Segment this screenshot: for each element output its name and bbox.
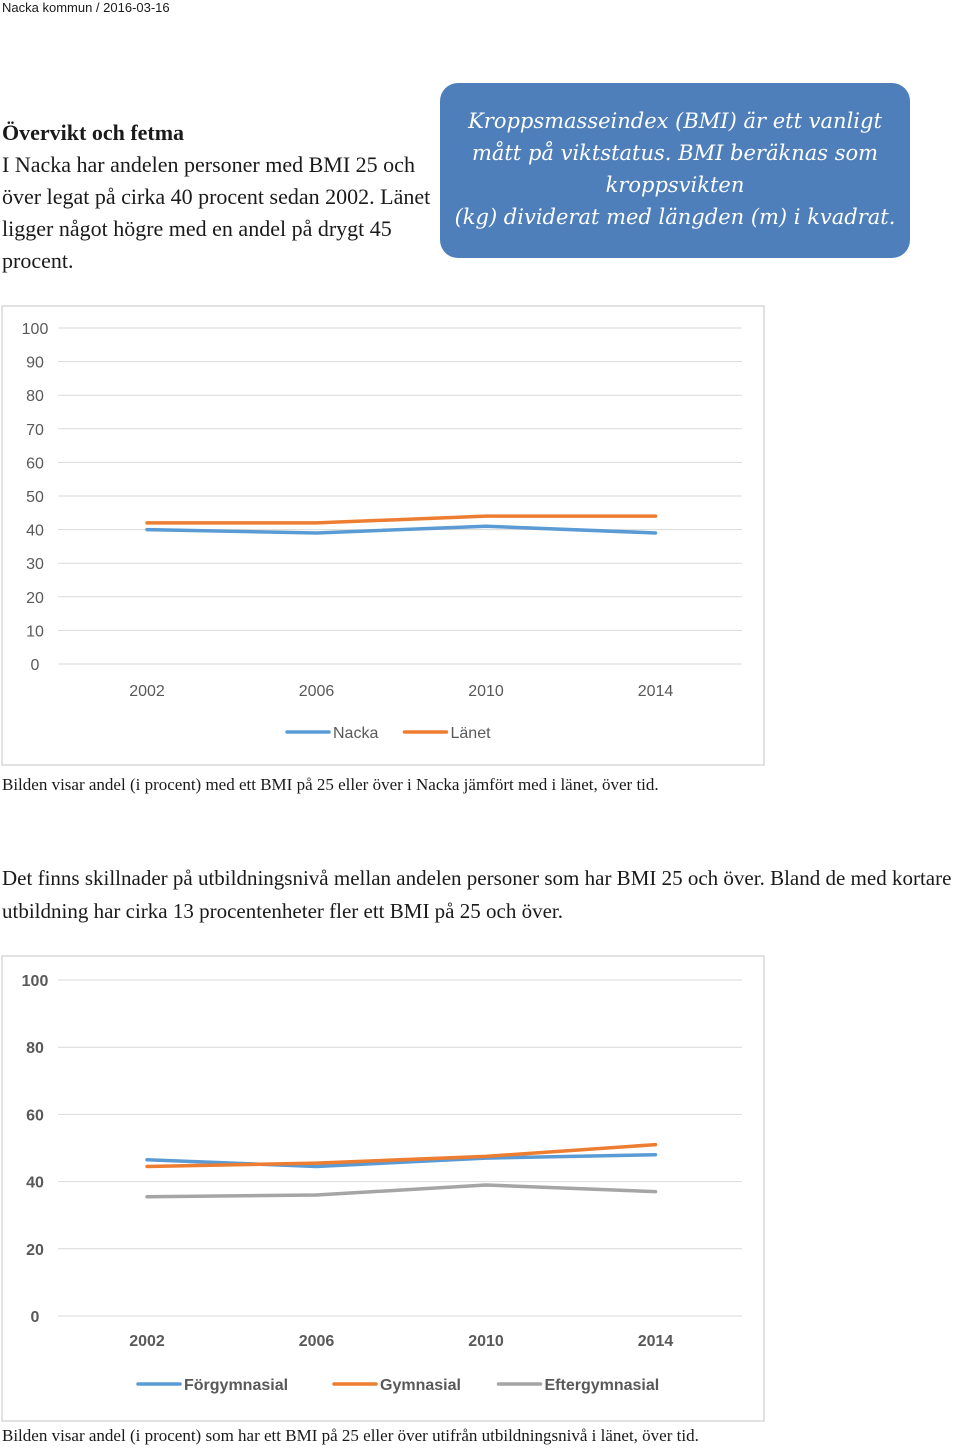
x-tick-label: 2014 — [638, 1333, 674, 1350]
y-tick-label: 100 — [22, 973, 49, 990]
y-tick-label: 90 — [26, 355, 44, 372]
bmi-info-box: Kroppsmasseindex (BMI) är ett vanligt må… — [440, 83, 910, 258]
y-tick-label: 0 — [31, 1309, 40, 1326]
info-line-1: Kroppsmasseindex (BMI) är ett vanligt — [468, 109, 882, 133]
y-tick-label: 80 — [26, 388, 44, 405]
y-tick-label: 10 — [26, 623, 44, 640]
series-line-eftergymnasial — [145, 1183, 658, 1199]
intro-text: I Nacka har andelen personer med BMI 25 … — [2, 152, 431, 273]
x-tick-label: 2002 — [129, 1333, 165, 1350]
y-tick-label: 60 — [26, 455, 44, 472]
chart-frame — [1, 305, 765, 766]
x-tick-label: 2010 — [468, 1333, 504, 1350]
y-tick-label: 50 — [26, 489, 44, 506]
chart-frame — [1, 955, 765, 1422]
y-tick-label: 70 — [26, 422, 44, 439]
info-line-4: (kg) dividerat med längden (m) i kvadrat… — [454, 205, 896, 229]
y-tick-label: 20 — [26, 1242, 44, 1259]
legend-label: Nacka — [333, 725, 378, 742]
y-tick-label: 80 — [26, 1040, 44, 1057]
legend-label: Eftergymnasial — [545, 1377, 660, 1394]
series-line-nacka — [145, 524, 658, 535]
x-tick-label: 2006 — [299, 1333, 335, 1350]
intro-section: Övervikt och fetma I Nacka har andelen p… — [2, 117, 432, 277]
x-tick-label: 2006 — [299, 683, 335, 700]
chart-caption-1: Bilden visar andel (i procent) med ett B… — [2, 775, 659, 794]
y-tick-label: 0 — [31, 657, 40, 674]
info-line-3: kroppsvikten — [605, 173, 745, 197]
education-paragraph: Det finns skillnader på utbildningsnivå … — [2, 866, 952, 923]
chart-education: 0 20 40 60 80 100 2002 2006 2010 2014 Förgymnasial… — [0, 955, 770, 1423]
info-line-2: mått på viktstatus. BMI beräknas som — [471, 141, 879, 165]
legend-label: Gymnasial — [380, 1377, 461, 1394]
series-line-länet — [145, 514, 658, 525]
x-tick-label: 2010 — [468, 683, 504, 700]
series-line-gymnasial — [145, 1142, 658, 1169]
chart-nacka-lanet: 0 10 20 30 40 50 60 70 80 90 100 2002 2006 2010 2014 Na… — [0, 305, 770, 767]
legend-label: Förgymnasial — [184, 1377, 288, 1394]
y-tick-label: 60 — [26, 1107, 44, 1124]
y-tick-label: 40 — [26, 523, 44, 540]
chart-caption-2: Bilden visar andel (i procent) som har e… — [2, 1426, 699, 1445]
page-header: Nacka kommun / 2016-03-16 — [2, 0, 170, 15]
x-tick-label: 2002 — [129, 683, 165, 700]
section-heading: Övervikt och fetma — [2, 120, 185, 145]
chart-nacka-lanet-svg: 0 10 20 30 40 50 60 70 80 90 100 2002 2006 2010 2014 Na… — [1, 305, 765, 766]
y-tick-label: 30 — [26, 556, 44, 573]
legend-label: Länet — [451, 725, 492, 742]
y-tick-label: 20 — [26, 590, 44, 607]
y-tick-label: 40 — [26, 1175, 44, 1192]
x-tick-label: 2014 — [638, 683, 674, 700]
chart-education-svg: 0 20 40 60 80 100 2002 2006 2010 2014 Förgymnasial… — [1, 955, 765, 1422]
y-tick-label: 100 — [22, 321, 49, 338]
